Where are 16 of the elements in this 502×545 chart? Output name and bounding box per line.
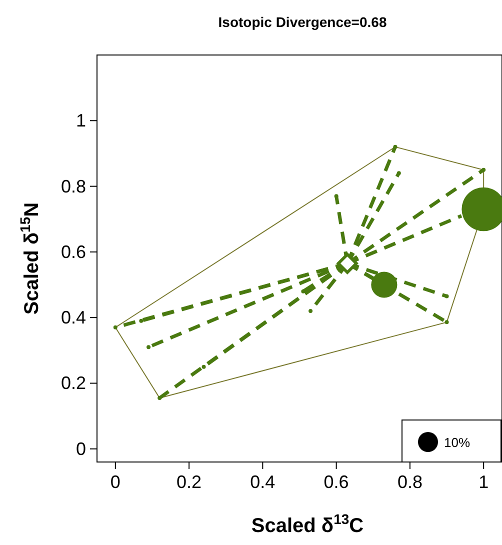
y-tick-label: 0.4 bbox=[60, 308, 86, 328]
x-tick-label: 0.2 bbox=[176, 472, 202, 492]
x-tick-label: 0.8 bbox=[397, 472, 422, 492]
y-tick-label: 0.2 bbox=[60, 373, 86, 394]
chart-title: Isotopic Divergence=0.68 bbox=[218, 14, 387, 30]
x-tick-label: 0.4 bbox=[250, 472, 276, 492]
y-tick-label: 0.6 bbox=[60, 242, 86, 262]
y-tick-label: 1 bbox=[76, 110, 86, 131]
y-tick-label: 0.8 bbox=[60, 176, 86, 196]
x-tick-label: 0 bbox=[110, 472, 120, 492]
x-axis-title: Scaled δ$^{13}$C bbox=[251, 511, 364, 537]
x-tick-label: 1 bbox=[478, 472, 489, 492]
size-legend: 10% bbox=[402, 420, 502, 462]
x-tick-label: 0.6 bbox=[324, 472, 349, 492]
y-tick-label: 0 bbox=[76, 438, 86, 459]
legend-label: 10% bbox=[444, 435, 470, 450]
